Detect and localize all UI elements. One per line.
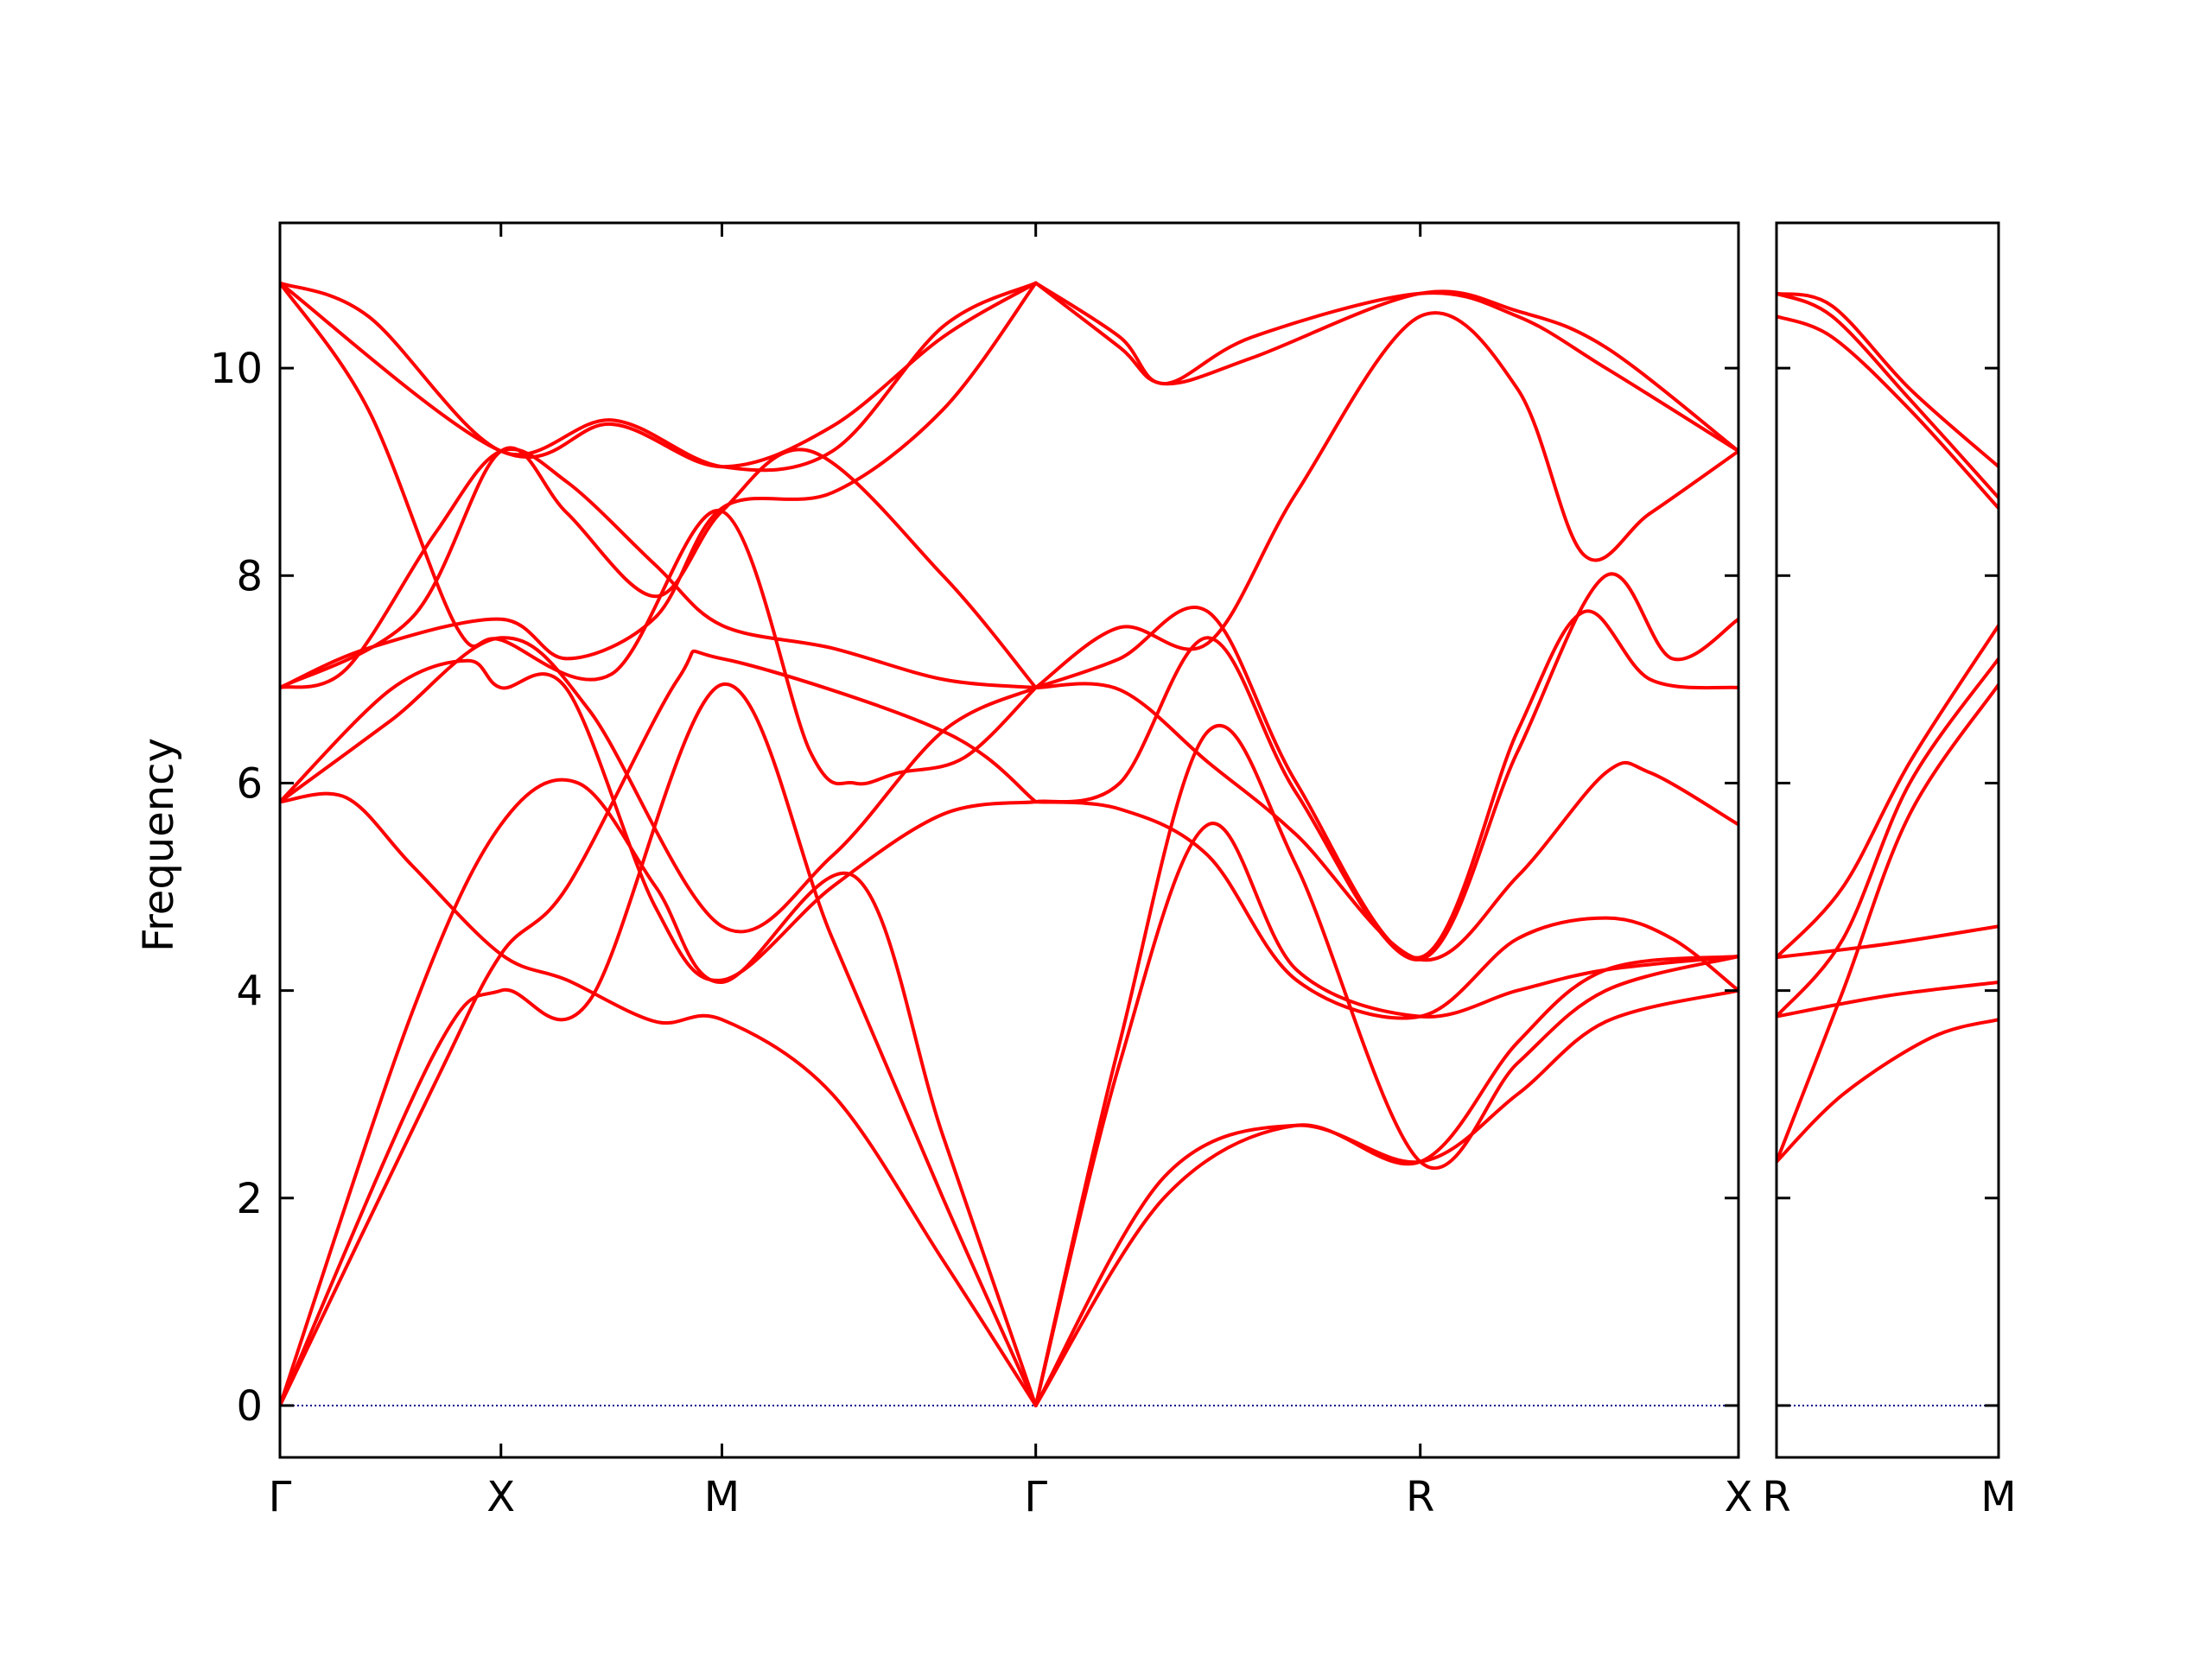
band-line-1-1 <box>1777 291 1999 500</box>
y-tick-label: 8 <box>236 552 263 600</box>
x-tick-label: M <box>1980 1473 2016 1521</box>
plot-frame <box>1775 221 2000 1459</box>
x-tick-label: R <box>1406 1473 1434 1521</box>
panel-main: 0 2 4 6 8 10 Γ X M Γ R X <box>210 221 1753 1521</box>
band-line-1-3 <box>1777 623 1999 960</box>
band-line-0-18 <box>1033 800 1738 1020</box>
band-line-1-2 <box>1777 314 1999 511</box>
x-tick-label: R <box>1762 1473 1790 1521</box>
band-line-0-10 <box>280 682 1038 1407</box>
band-line-0-14 <box>1033 311 1738 689</box>
band-line-0-17 <box>1033 682 1738 962</box>
band-line-1-5 <box>1777 682 1999 1164</box>
x-tick-label: Γ <box>1024 1473 1047 1521</box>
y-tick-label: 0 <box>236 1382 263 1431</box>
band-line-0-6 <box>280 658 1038 982</box>
band-line-0-21 <box>1033 955 1738 1407</box>
band-line-0-13 <box>1033 281 1738 454</box>
x-tick-label: M <box>704 1473 740 1521</box>
band-line-1-8 <box>1777 1018 1999 1164</box>
band-line-0-5 <box>280 446 1038 689</box>
band-line-0-1 <box>280 281 1038 473</box>
band-line-0-3 <box>280 447 1038 689</box>
band-line-0-4 <box>280 281 1038 689</box>
band-line-0-2 <box>280 281 1038 786</box>
band-line-1-6 <box>1777 924 1999 960</box>
x-tick-label: X <box>486 1473 515 1521</box>
y-tick-label: 6 <box>236 759 263 808</box>
y-tick-label: 10 <box>210 345 263 393</box>
y-axis-label: Frequency <box>135 738 183 952</box>
y-tick-label: 4 <box>236 968 263 1016</box>
band-line-0-0 <box>280 281 1038 469</box>
band-line-0-11 <box>280 649 1038 1407</box>
x-tick-label: Γ <box>269 1473 292 1521</box>
band-line-0-22 <box>1033 988 1738 1407</box>
band-line-1-4 <box>1777 657 1999 1019</box>
band-line-0-20 <box>1033 822 1738 1407</box>
band-line-0-9 <box>280 778 1038 1407</box>
band-line-1-0 <box>1777 291 1999 469</box>
band-line-0-8 <box>280 791 1038 1407</box>
band-line-0-12 <box>1033 281 1738 454</box>
band-line-0-19 <box>1033 723 1738 1407</box>
plot-frame <box>278 221 1740 1459</box>
band-line-1-7 <box>1777 981 1999 1019</box>
x-tick-label: X <box>1725 1473 1753 1521</box>
y-tick-label: 2 <box>236 1175 263 1223</box>
